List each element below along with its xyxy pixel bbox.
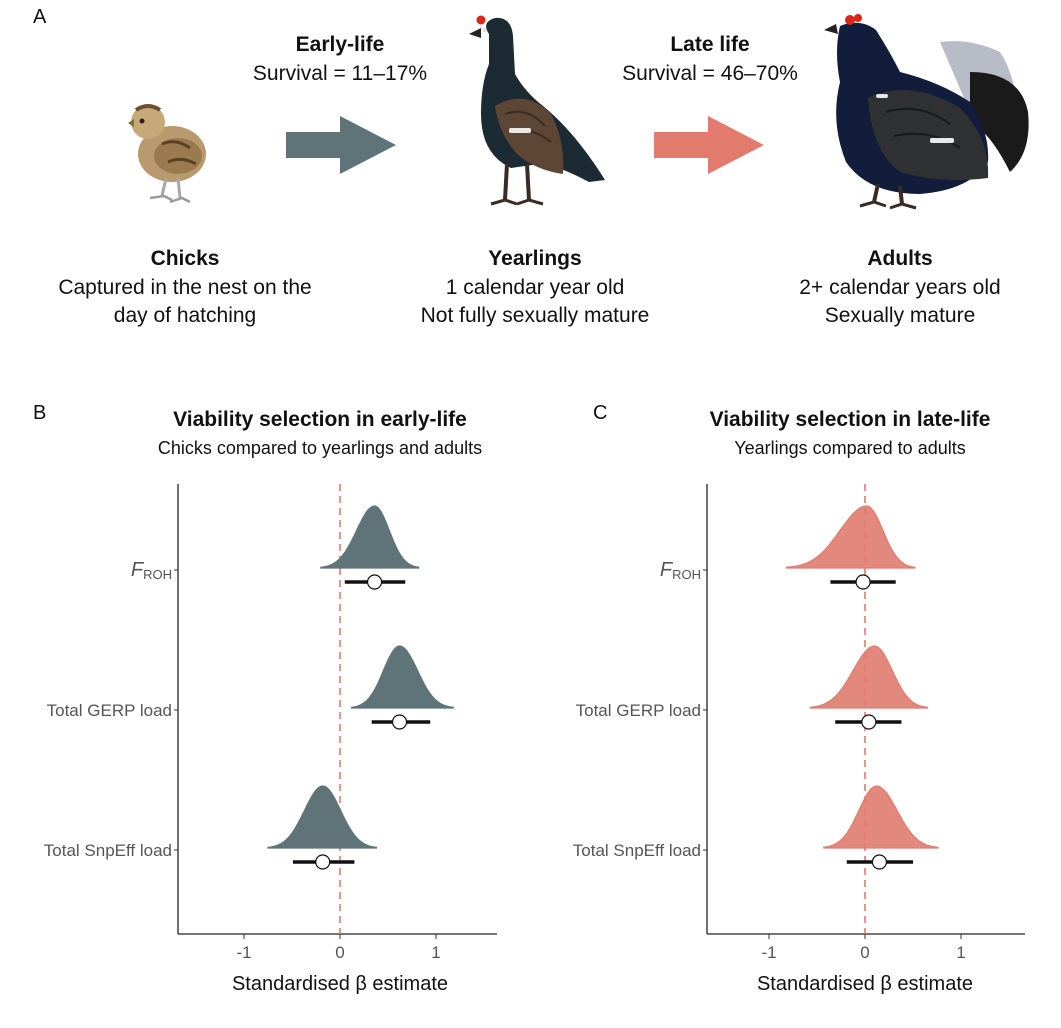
posterior-density [267,785,378,849]
chart-title: Viability selection in early-life [173,408,467,431]
stage-chicks-line1: Captured in the nest on the [58,276,312,299]
x-tick-label: 1 [956,943,965,962]
y-tick-label: Total GERP load [576,701,701,720]
x-tick-label: 1 [431,943,440,962]
posterior-density [809,645,928,709]
stage-chicks-name: Chicks [150,247,220,270]
y-tick-label: FROH [660,559,701,582]
x-tick-label: -1 [761,943,776,962]
panel-label-a: A [33,6,47,28]
panel-label-c: C [593,402,608,424]
early-life-selection-chart: Viability selection in early-life Chicks … [44,408,497,995]
adult-illustration [824,14,1029,210]
early-life-title: Early-life [295,33,385,56]
late-life-survival: Survival = 46–70% [622,62,798,85]
x-axis-label: Standardised β estimate [232,973,448,995]
chick-illustration [128,104,206,204]
late-life-selection-chart: Viability selection in late-life Yearling… [573,408,1025,995]
posterior-density [785,505,916,569]
early-life-arrow [286,116,396,174]
chart-title: Viability selection in late-life [710,408,991,431]
estimate-point [871,854,887,870]
estimate-point [391,714,408,730]
posterior-density [320,505,420,569]
stage-adults-line1: 2+ calendar years old [799,276,1001,299]
late-life-title: Late life [670,33,750,56]
late-life-arrow [654,116,764,174]
x-tick-label: 0 [335,943,344,962]
posterior-density [823,785,939,849]
yearling-illustration [469,15,605,206]
stage-yearlings-line1: 1 calendar year old [445,276,625,299]
stage-chicks-line2: day of hatching [113,304,257,327]
posterior-density [350,645,454,709]
early-life-survival: Survival = 11–17% [252,62,428,85]
x-tick-label: -1 [236,943,251,962]
chart-subtitle: Yearlings compared to adults [734,438,965,458]
y-tick-label: Total GERP load [47,701,172,720]
x-axis-label: Standardised β estimate [757,973,973,995]
stage-adults-name: Adults [867,247,933,270]
estimate-point [315,854,331,870]
y-tick-label: FROH [131,559,172,582]
stage-yearlings-name: Yearlings [488,247,582,270]
stage-yearlings-line2: Not fully sexually mature [420,304,650,327]
y-tick-label: Total SnpEff load [44,841,172,860]
estimate-point [366,574,383,590]
panel-label-b: B [33,402,47,424]
estimate-point [855,574,871,590]
x-tick-label: 0 [860,943,869,962]
estimate-point [861,714,877,730]
y-tick-label: Total SnpEff load [573,841,701,860]
stage-adults-line2: Sexually mature [824,304,976,327]
chart-subtitle: Chicks compared to yearlings and adults [158,438,482,458]
